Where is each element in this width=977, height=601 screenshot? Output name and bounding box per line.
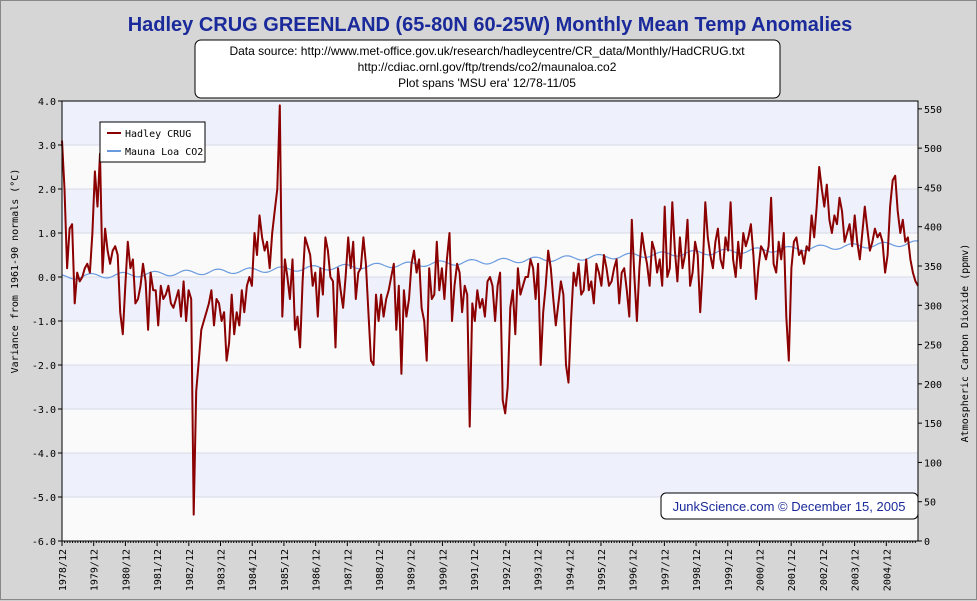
plot-band [62, 365, 918, 409]
x-tick-label: 1979/12 [90, 549, 101, 591]
legend: Hadley CRUG Mauna Loa CO2 [99, 121, 206, 163]
x-tick-label: 1978/12 [58, 549, 69, 591]
y2-tick-label: 350 [924, 262, 942, 273]
y-tick-label: -5.0 [32, 493, 56, 504]
x-tick-label: 2003/12 [851, 549, 862, 591]
legend-label-co2: Mauna Loa CO2 [125, 147, 203, 158]
legend-label-temp: Hadley CRUG [125, 129, 191, 140]
x-tick-label: 1983/12 [217, 549, 228, 591]
source-box-frame [194, 39, 781, 99]
y2-tick-label: 150 [924, 419, 942, 430]
y2-tick-label: 250 [924, 341, 942, 352]
source-box: Data source: http://www.met-office.gov.u… [194, 39, 781, 99]
x-tick-label: 1999/12 [724, 549, 735, 591]
x-tick-label: 2004/12 [882, 549, 893, 591]
x-tick-label: 1984/12 [248, 549, 259, 591]
co2-series-layer [61, 240, 919, 280]
x-tick-label: 1997/12 [660, 549, 671, 591]
plot-band [62, 277, 918, 321]
y2-tick-label: 500 [924, 144, 942, 155]
series-line-mauna-loa-co2 [61, 240, 919, 280]
x-tick-label: 2000/12 [755, 549, 766, 591]
credit-text: JunkScience.com © December 15, 2005 [673, 499, 906, 514]
y2-tick-label: 400 [924, 223, 942, 234]
y2-tick-label: 0 [924, 537, 930, 548]
y2-tick-label: 50 [924, 498, 936, 509]
y2-tick-label: 300 [924, 301, 942, 312]
source-line-3: Plot spans 'MSU era' 12/78-11/05 [398, 76, 576, 90]
y2-tick-label: 450 [924, 183, 942, 194]
y-tick-label: -4.0 [32, 449, 56, 460]
x-tick-label: 1987/12 [343, 549, 354, 591]
x-tick-label: 1986/12 [312, 549, 323, 591]
y2-tick-label: 200 [924, 380, 942, 391]
y-tick-label: -2.0 [32, 361, 56, 372]
y-tick-label: 0.0 [38, 273, 56, 284]
y-tick-label: -1.0 [32, 317, 56, 328]
legend-box [99, 121, 206, 163]
x-tick-label: 1980/12 [121, 549, 132, 591]
source-line-2: http://cdiac.ornl.gov/ftp/trends/co2/mau… [358, 60, 617, 74]
x-tick-label: 1992/12 [502, 549, 513, 591]
plot-band [62, 189, 918, 233]
x-tick-label: 1982/12 [185, 549, 196, 591]
x-tick-label: 2001/12 [787, 549, 798, 591]
y-axis-label: Variance from 1961-90 normals (°C) [10, 169, 21, 374]
plot-band [62, 321, 918, 365]
y-tick-label: 4.0 [38, 97, 56, 108]
x-tick-label: 1996/12 [629, 549, 640, 591]
x-tick-label: 1988/12 [375, 549, 386, 591]
x-tick-label: 1989/12 [407, 549, 418, 591]
x-tick-label: 1995/12 [597, 549, 608, 591]
credit-box: JunkScience.com © December 15, 2005 [660, 492, 919, 520]
plot-band [62, 409, 918, 453]
y-tick-label: -3.0 [32, 405, 56, 416]
y2-tick-label: 550 [924, 105, 942, 116]
x-tick-label: 1981/12 [153, 549, 164, 591]
y-tick-label: 1.0 [38, 229, 56, 240]
x-tick-label: 2002/12 [819, 549, 830, 591]
x-tick-label: 1990/12 [438, 549, 449, 591]
x-tick-label: 1998/12 [692, 549, 703, 591]
x-tick-label: 1991/12 [470, 549, 481, 591]
y2-tick-label: 100 [924, 458, 942, 469]
x-tick-label: 1994/12 [565, 549, 576, 591]
y2-axis-label: Atmospheric Carbon Dioxide (ppmv) [960, 244, 971, 443]
y-tick-label: 2.0 [38, 185, 56, 196]
plot-band [62, 453, 918, 497]
temp-series-layer [61, 104, 919, 516]
chart-title: Hadley CRUG GREENLAND (65-80N 60-25W) Mo… [128, 14, 853, 36]
y-tick-label: 3.0 [38, 141, 56, 152]
series-line-hadley-crug [61, 104, 919, 516]
axes: 4.0 3.0 2.0 1.0 0.0 -1.0 -2.0 -3.0 -4.0 -5.0 -6.0 5… [32, 97, 942, 591]
x-tick-label: 1985/12 [280, 549, 291, 591]
credit-box-frame [660, 492, 919, 520]
y-tick-label: -6.0 [32, 537, 56, 548]
source-line-1: Data source: http://www.met-office.gov.u… [229, 44, 745, 58]
x-tick-label: 1993/12 [534, 549, 545, 591]
